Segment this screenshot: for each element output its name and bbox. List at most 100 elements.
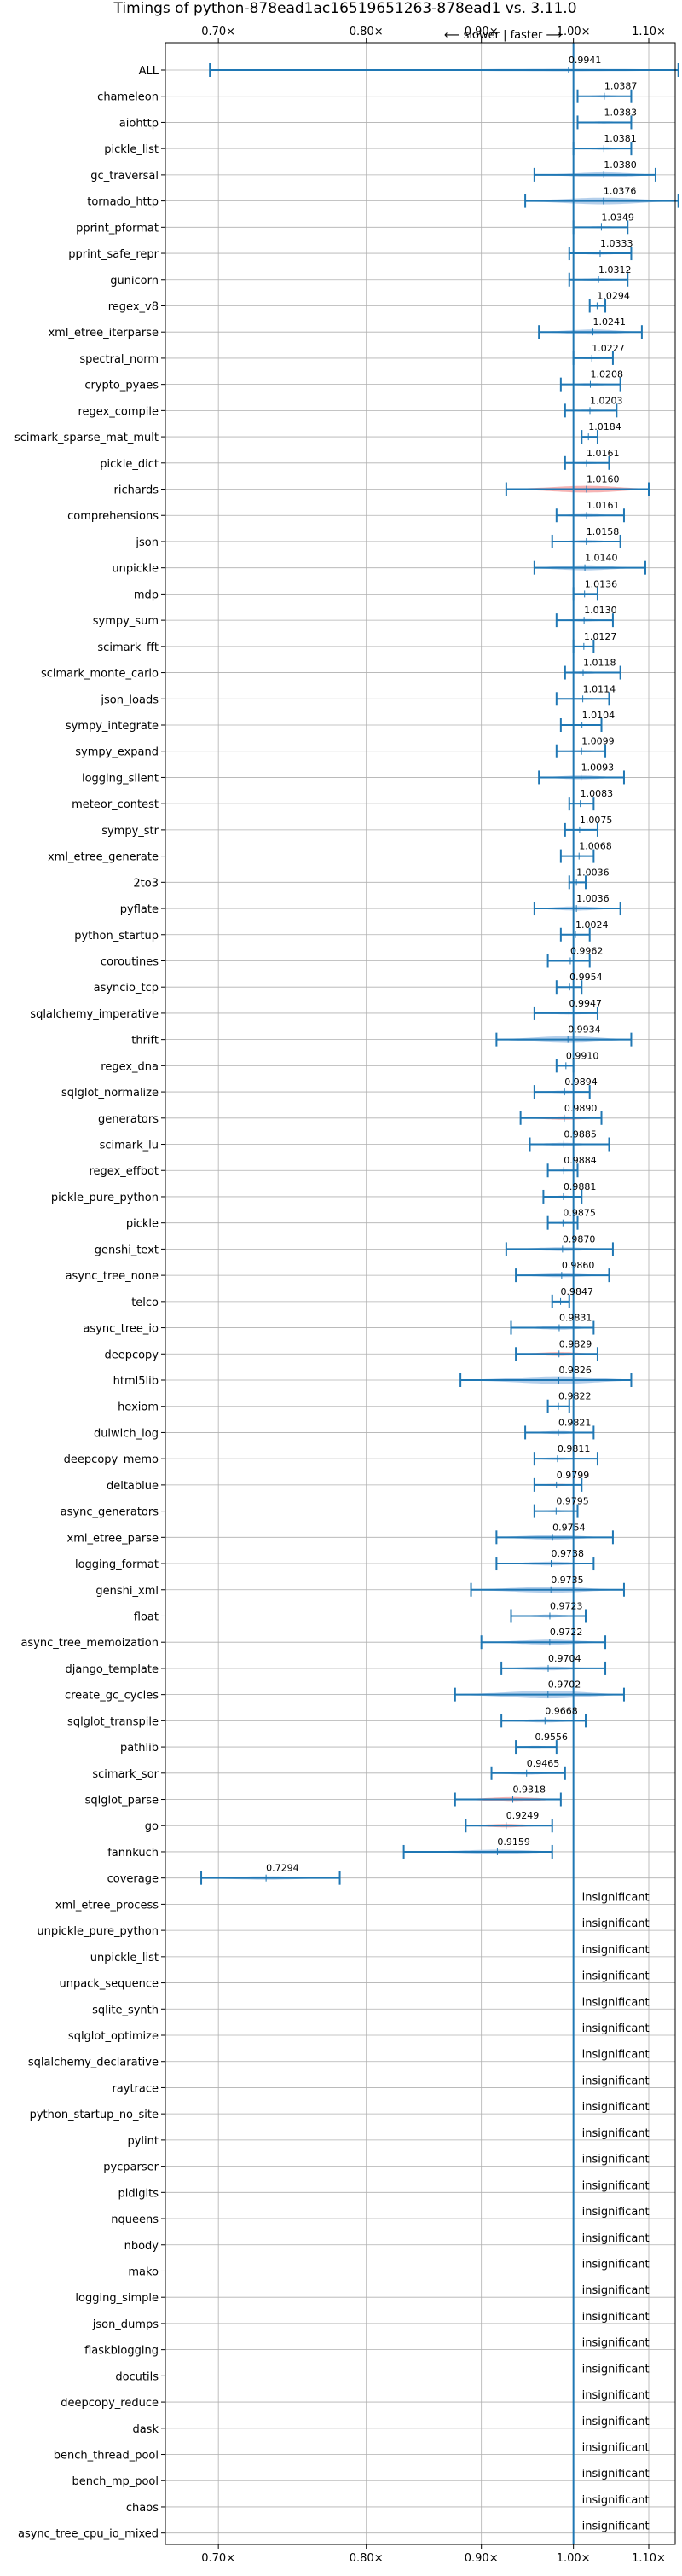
value-label: 1.0093: [581, 762, 615, 773]
benchmark-label: unpickle: [112, 563, 159, 576]
benchmark-label: sympy_str: [101, 825, 159, 838]
value-label: 0.9885: [564, 1129, 597, 1140]
benchmark-label: mako: [128, 2266, 159, 2278]
benchmark-label: logging_simple: [75, 2292, 159, 2305]
value-label: 1.0161: [587, 448, 620, 459]
benchmark-label: go: [145, 1820, 159, 1833]
benchmark-label: tornado_http: [87, 196, 159, 209]
benchmark-label: async_tree_cpu_io_mixed: [18, 2528, 159, 2541]
benchmark-label: pickle_pure_python: [51, 1192, 159, 1204]
benchmark-label: float: [134, 1610, 159, 1623]
insignificant-label: insignificant: [582, 2311, 650, 2324]
value-label: 1.0036: [576, 893, 610, 904]
benchmark-label: deepcopy_reduce: [61, 2397, 159, 2410]
benchmark-label: coroutines: [101, 955, 159, 968]
direction-label: ⟵ slower | faster ⟶: [444, 29, 562, 42]
insignificant-label: insignificant: [582, 2179, 650, 2192]
value-label: 0.9881: [564, 1181, 597, 1192]
x-tick-label-top: 1.00×: [557, 26, 591, 38]
benchmark-label: thrift: [131, 1035, 159, 1047]
benchmark-label: telco: [131, 1297, 159, 1309]
benchmark-label: raytrace: [112, 2082, 159, 2095]
benchmark-label: docutils: [115, 2370, 159, 2383]
insignificant-label: insignificant: [582, 2074, 650, 2087]
value-label: 0.9954: [569, 972, 603, 983]
benchmark-label: genshi_xml: [95, 1585, 159, 1598]
benchmark-label: logging_format: [75, 1558, 159, 1571]
insignificant-label: insignificant: [582, 2337, 650, 2350]
benchmark-label: mdp: [134, 589, 159, 601]
benchmark-label: xml_etree_generate: [48, 851, 159, 864]
benchmark-label: html5lib: [113, 1375, 159, 1388]
value-label: 0.9704: [548, 1653, 581, 1664]
value-label: 0.9465: [527, 1758, 560, 1769]
value-label: 1.0349: [601, 212, 634, 223]
value-label: 0.9941: [569, 55, 602, 66]
value-label: 1.0160: [587, 474, 620, 485]
value-label: 1.0376: [604, 186, 637, 197]
value-label: 0.9811: [558, 1443, 591, 1454]
benchmark-label: pickle: [126, 1218, 159, 1231]
insignificant-label: insignificant: [582, 2389, 650, 2402]
benchmark-label: regex_effbot: [89, 1165, 159, 1178]
value-label: 1.0383: [604, 107, 638, 118]
benchmark-label: xml_etree_process: [55, 1899, 159, 1912]
insignificant-label: insignificant: [582, 2022, 650, 2035]
value-label: 0.7294: [266, 1863, 299, 1874]
benchmark-label: async_tree_memoization: [20, 1637, 159, 1650]
insignificant-label: insignificant: [582, 2206, 650, 2219]
x-tick-label-bottom: 1.10×: [632, 2552, 666, 2565]
benchmark-label: pycparser: [103, 2161, 159, 2174]
insignificant-label: insignificant: [582, 2494, 650, 2507]
benchmark-label: logging_silent: [82, 772, 159, 785]
benchmark-label: bench_thread_pool: [54, 2450, 159, 2463]
value-label: 1.0208: [590, 369, 623, 380]
benchmark-label: scimark_sparse_mat_mult: [14, 432, 159, 444]
benchmark-label: gunicorn: [110, 275, 159, 287]
benchmark-label: regex_v8: [108, 300, 159, 313]
benchmark-label: gc_traversal: [90, 170, 159, 183]
benchmark-label: crypto_pyaes: [84, 380, 159, 392]
value-label: 1.0312: [598, 264, 632, 276]
value-label: 0.9723: [550, 1600, 583, 1611]
value-label: 0.9754: [552, 1522, 586, 1533]
value-label: 1.0136: [585, 578, 618, 589]
value-label: 0.9829: [559, 1338, 592, 1349]
benchmark-label: async_generators: [61, 1506, 159, 1519]
value-label: 1.0140: [585, 553, 618, 564]
value-label: 0.9875: [563, 1208, 596, 1219]
value-label: 0.9831: [559, 1313, 592, 1324]
insignificant-label: insignificant: [582, 2127, 650, 2140]
benchmark-label: json: [135, 537, 159, 549]
value-label: 0.9870: [563, 1233, 596, 1244]
value-label: 1.0387: [604, 81, 638, 92]
benchmark-label: async_tree_io: [83, 1323, 159, 1336]
value-label: 0.9910: [566, 1050, 599, 1061]
value-label: 1.0294: [597, 290, 630, 301]
benchmark-label: nbody: [124, 2240, 159, 2253]
insignificant-label: insignificant: [582, 2258, 650, 2271]
value-label: 1.0380: [604, 160, 637, 171]
benchmark-label: genshi_text: [95, 1244, 159, 1256]
value-label: 1.0099: [581, 736, 615, 747]
benchmark-label: xml_etree_parse: [67, 1532, 159, 1545]
value-label: 0.9890: [564, 1103, 598, 1114]
value-label: 0.9962: [570, 945, 604, 956]
value-label: 1.0333: [600, 238, 633, 249]
value-label: 1.0075: [580, 815, 613, 826]
value-label: 0.9722: [550, 1627, 583, 1638]
benchmark-label: scimark_monte_carlo: [41, 668, 159, 681]
value-label: 1.0104: [582, 710, 616, 721]
insignificant-label: insignificant: [582, 2101, 650, 2114]
benchmark-label: xml_etree_iterparse: [48, 327, 159, 339]
benchmark-label: create_gc_cycles: [65, 1690, 159, 1703]
value-label: 0.9318: [513, 1784, 546, 1796]
value-label: 0.9860: [562, 1260, 595, 1271]
benchmark-label: pidigits: [118, 2187, 159, 2200]
benchmark-label: pickle_dict: [100, 458, 159, 471]
grid-layer: [165, 43, 675, 2544]
benchmark-label: sympy_sum: [93, 615, 159, 628]
value-label: 1.0024: [575, 920, 609, 931]
x-tick-label-bottom: 1.00×: [557, 2552, 591, 2565]
